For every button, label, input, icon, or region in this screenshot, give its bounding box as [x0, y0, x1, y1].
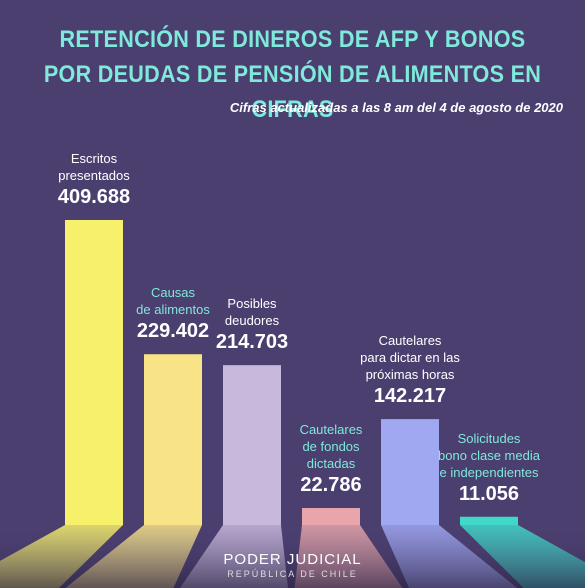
- value-label: 229.402: [136, 320, 210, 343]
- category-label: Solicitudes bono clase media e independi…: [438, 430, 540, 480]
- title: RETENCIÓN DE DINEROS DE AFP Y BONOS POR …: [43, 26, 542, 123]
- subtitle: Cifras actualizadas a las 8 am del 4 de …: [229, 100, 563, 115]
- category-label: Escritos presentados: [58, 151, 130, 183]
- bar-label: Causas de alimentos 229.402: [103, 284, 243, 344]
- category-label: Cautelares de fondos dictadas: [299, 422, 363, 472]
- bar-label: Posibles deudores 214.703: [182, 295, 322, 355]
- bar-label: Cautelares para dictar en las próximas h…: [340, 332, 480, 409]
- floor-shade: [0, 525, 585, 588]
- value-label: 142.217: [373, 385, 447, 408]
- bar-label: Cautelares de fondos dictadas 22.786: [261, 421, 401, 498]
- value-label: 214.703: [215, 331, 289, 354]
- bar: [302, 508, 360, 525]
- bar: [381, 419, 439, 525]
- footer-name: PODER JUDICIAL: [223, 551, 362, 568]
- bar-label: Solicitudes bono clase media e independi…: [419, 430, 559, 507]
- category-label: Posibles deudores: [224, 296, 280, 329]
- value-label: 22.786: [300, 474, 362, 497]
- bar: [223, 365, 281, 525]
- footer-country: REPÚBLICA DE CHILE: [227, 569, 358, 579]
- bar: [144, 354, 202, 525]
- category-label: Cautelares para dictar en las próximas h…: [360, 333, 460, 383]
- bar-label: Escritos presentados 409.688: [24, 150, 164, 210]
- bar: [460, 516, 518, 525]
- bar: [65, 220, 123, 525]
- category-label: Causas de alimentos: [136, 285, 210, 318]
- value-label: 11.056: [458, 482, 520, 505]
- value-label: 409.688: [57, 186, 131, 208]
